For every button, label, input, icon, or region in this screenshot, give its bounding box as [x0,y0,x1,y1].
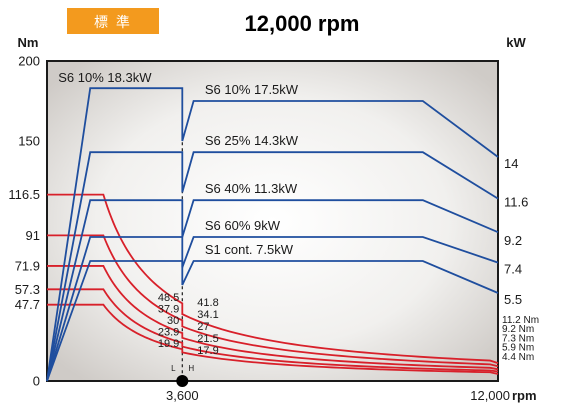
left-axis-unit: Nm [18,35,39,50]
power-series-label-high: S6 10% 17.5kW [205,82,299,97]
torque-high-label: 21.5 [197,333,218,345]
torque-end-label: 4.4 Nm [502,352,534,363]
power-series-label: S6 10% 18.3kW [58,70,152,85]
torque-curve-4 [47,288,499,373]
plot-area [46,60,499,382]
power-series-label: S6 60% 9kW [205,218,281,233]
torque-high-label: 34.1 [197,309,218,321]
switch-label-low: L [171,364,176,373]
right-axis-unit: kW [506,35,526,50]
y-tick-label: 200 [18,54,40,69]
torque-end-label: 5.9 Nm [502,343,534,354]
kw-end-label: 9.2 [504,233,522,248]
chart-labels: 0 47.757.3 71.9 91 116.5 150 200 3,600 12,000 rpm… [8,54,539,403]
x-tick-label: 3,600 [166,388,199,403]
y-tick-label: 71.9 [15,258,40,273]
y-tick-label: 91 [26,228,40,243]
chart-title: 12,000 rpm [245,11,360,36]
torque-end-label: 7.3 Nm [502,333,534,344]
torque-low-label: 30 [167,315,179,327]
torque-high-label: 17.9 [197,345,218,357]
torque-end-label: 11.2 Nm [502,315,539,326]
y-tick-label: 0 [33,374,40,389]
kw-end-label: 5.5 [504,292,522,307]
kw-end-label: 7.4 [504,262,522,277]
torque-end-label: 9.2 Nm [502,324,534,335]
switch-label-high: H [188,364,194,373]
y-tick-label: 57.3 [15,282,40,297]
power-curves [46,87,499,382]
badge-label: 標 準 [94,14,132,30]
power-curve-1 [46,87,499,382]
torque-high-label: 27 [197,321,209,333]
kw-end-label: 14 [504,156,518,171]
torque-high-label: 41.8 [197,297,218,309]
torque-low-label: 19.9 [158,338,179,350]
power-series-label: S6 40% 11.3kW [205,181,298,196]
x-axis-unit: rpm [512,388,537,403]
torque-curve-3 [47,265,499,371]
power-series-label: S6 25% 14.3kW [205,133,299,148]
torque-low-label: 48.5 [158,292,179,304]
power-curve-2 [46,151,499,382]
power-series-label: S1 cont. 7.5kW [205,242,294,257]
kw-end-label: 11.6 [504,194,528,209]
torque-curves [47,193,499,375]
torque-low-label: 23.9 [158,327,179,339]
torque-curve-2 [47,234,499,368]
torque-curve-1 [47,193,499,364]
badge-background [67,8,159,34]
y-tick-label: 47.7 [15,297,40,312]
torque-low-label: 37.9 [158,304,179,316]
y-tick-label: 150 [18,134,40,149]
power-curve-5 [46,260,499,382]
torque-curve-5 [47,303,499,375]
x-tick-label: 12,000 [470,388,510,403]
y-tick-label: 116.5 [8,187,40,202]
switch-marker [176,375,189,387]
